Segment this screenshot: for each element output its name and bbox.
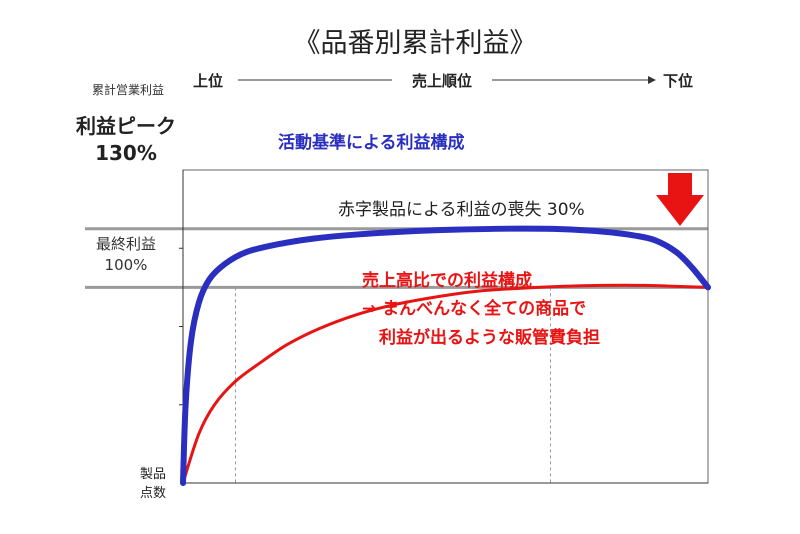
series-layer bbox=[180, 225, 711, 486]
x-rank-middle-label: 売上順位 bbox=[412, 72, 472, 90]
reference-lines bbox=[85, 227, 708, 289]
x-rank-top-label: 上位 bbox=[193, 72, 223, 90]
x-gridlines bbox=[235, 287, 551, 483]
peak-label-line-2: 130% bbox=[95, 141, 157, 165]
series-line-1 bbox=[181, 283, 710, 485]
x-axis-label-line-2: 点数 bbox=[140, 486, 166, 501]
blue-series-label: 活動基準による利益構成 bbox=[278, 132, 465, 153]
final-label-line-1: 最終利益 bbox=[96, 235, 156, 253]
x-rank-arrow-head bbox=[648, 76, 656, 84]
loss-arrow-shape bbox=[656, 173, 704, 226]
red-series-label: 売上高比での利益構成 → まんべんなく全ての商品で 利益が出るような販管費負担 bbox=[362, 270, 600, 348]
final-label-line-2: 100% bbox=[105, 256, 148, 274]
series-line-0 bbox=[180, 225, 711, 486]
y-axis-label: 累計営業利益 bbox=[92, 82, 164, 97]
y-axis-ticks bbox=[179, 247, 183, 406]
peak-reference-label: 利益ピーク 130% bbox=[76, 114, 176, 165]
final-reference-label: 最終利益 100% bbox=[96, 235, 156, 274]
x-axis-label: 製品 点数 bbox=[140, 467, 170, 501]
red-series-label-line-3: 利益が出るような販管費負担 bbox=[362, 327, 600, 348]
x-axis-label-line-1: 製品 bbox=[140, 467, 166, 482]
loss-arrow bbox=[656, 173, 704, 226]
red-series-label-line-2: → まんべんなく全ての商品で bbox=[362, 298, 586, 319]
red-series-label-line-1: 売上高比での利益構成 bbox=[362, 270, 532, 291]
x-rank-bottom-label: 下位 bbox=[663, 72, 693, 90]
peak-label-line-1: 利益ピーク bbox=[76, 114, 176, 138]
loss-annotation: 赤字製品による利益の喪失 30% bbox=[338, 200, 585, 220]
x-rank-axis: 上位 売上順位 下位 bbox=[193, 72, 693, 90]
chart-title: 《品番別累計利益》 bbox=[294, 28, 537, 59]
